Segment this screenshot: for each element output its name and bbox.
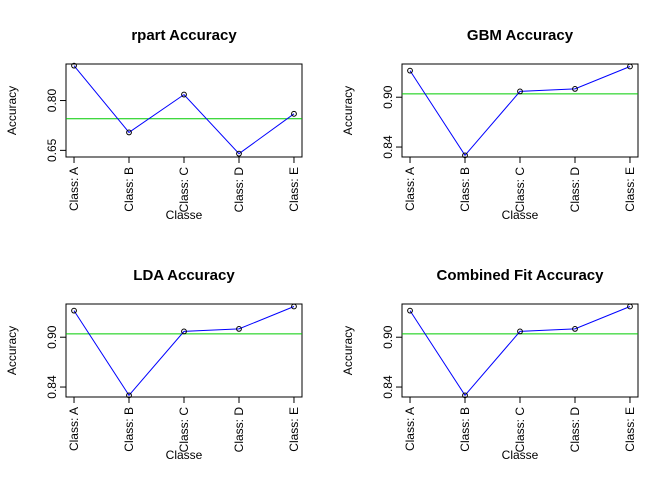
x-axis-label: Classe xyxy=(166,448,203,462)
x-tick-label: Class: C xyxy=(513,407,527,453)
x-tick-label: Class: D xyxy=(232,407,246,453)
y-tick-label: 0.84 xyxy=(45,375,59,399)
data-point xyxy=(71,62,77,69)
y-tick-label: 0.90 xyxy=(45,325,59,349)
x-tick-label: Class: E xyxy=(623,407,637,452)
x-tick-label: Class: D xyxy=(568,167,582,213)
chart-title: GBM Accuracy xyxy=(467,27,574,44)
y-tick-label: 0.84 xyxy=(381,375,395,399)
x-tick-label: Class: A xyxy=(403,167,417,211)
x-tick-label: Class: B xyxy=(122,167,136,212)
x-tick-label: Class: C xyxy=(177,167,191,213)
x-tick-label: Class: A xyxy=(67,167,81,211)
chart-panel-1: rpart Accuracy 0.65 0.80 Accuracy Class: A Cl… xyxy=(5,27,303,222)
x-tick-label: Class: C xyxy=(513,167,527,213)
series-line xyxy=(73,65,295,155)
chart-title: Combined Fit Accuracy xyxy=(437,267,605,284)
data-point xyxy=(126,392,132,399)
chart-panel-4: Combined Fit Accuracy 0.84 0.90 Accuracy Cla… xyxy=(341,267,639,462)
y-axis-label: Accuracy xyxy=(341,326,355,375)
y-tick-label: 0.84 xyxy=(381,135,395,159)
y-axis-label: Accuracy xyxy=(5,86,19,135)
y-axis-label: Accuracy xyxy=(341,86,355,135)
data-point xyxy=(627,63,633,70)
data-point xyxy=(71,307,77,314)
plot-frame xyxy=(65,63,303,158)
data-point xyxy=(126,129,132,136)
data-point xyxy=(181,91,187,98)
series-line xyxy=(409,306,631,397)
x-tick-label: Class: A xyxy=(403,407,417,451)
x-tick-label: Class: B xyxy=(122,407,136,452)
x-tick-label: Class: E xyxy=(287,167,301,212)
data-point xyxy=(291,110,297,117)
x-tick-label: Class: B xyxy=(458,167,472,212)
x-tick-label: Class: C xyxy=(177,407,191,453)
y-tick-label: 0.80 xyxy=(45,89,59,113)
x-tick-label: Class: E xyxy=(623,167,637,212)
chart-title: LDA Accuracy xyxy=(133,267,235,284)
x-axis-label: Classe xyxy=(502,208,539,222)
x-tick-label: Class: A xyxy=(67,407,81,451)
x-axis-label: Classe xyxy=(502,448,539,462)
x-tick-label: Class: D xyxy=(232,167,246,213)
data-point xyxy=(572,326,578,332)
x-tick-label: Class: B xyxy=(458,407,472,452)
data-point xyxy=(462,152,468,159)
data-point xyxy=(517,328,523,335)
x-axis-label: Classe xyxy=(166,208,203,222)
data-point xyxy=(236,150,242,157)
data-point xyxy=(517,88,523,95)
x-tick-label: Class: D xyxy=(568,407,582,453)
y-tick-label: 0.65 xyxy=(45,138,59,162)
chart-panel-2: GBM Accuracy 0.84 0.90 Accuracy Class: A Clas… xyxy=(341,27,639,222)
data-point xyxy=(407,67,413,74)
data-point xyxy=(407,307,413,314)
data-point xyxy=(291,303,297,310)
series-line xyxy=(409,66,631,157)
data-point xyxy=(462,392,468,399)
y-axis-label: Accuracy xyxy=(5,326,19,375)
series-line xyxy=(73,306,295,397)
chart-panel-3: LDA Accuracy 0.84 0.90 Accuracy Class: A Clas… xyxy=(5,267,303,462)
data-point xyxy=(572,86,578,92)
data-point xyxy=(236,326,242,332)
data-point xyxy=(627,303,633,310)
chart-title: rpart Accuracy xyxy=(131,27,237,44)
y-tick-label: 0.90 xyxy=(381,85,395,109)
x-tick-label: Class: E xyxy=(287,407,301,452)
data-point xyxy=(181,328,187,335)
y-tick-label: 0.90 xyxy=(381,325,395,349)
